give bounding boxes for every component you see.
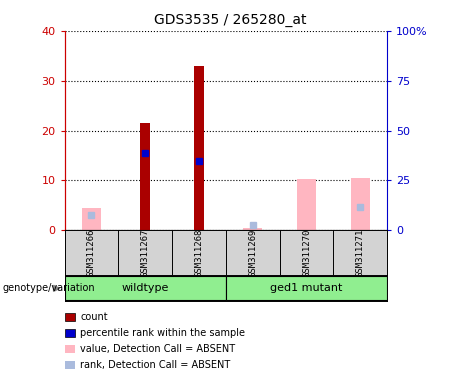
Text: ged1 mutant: ged1 mutant	[271, 283, 343, 293]
Text: value, Detection Call = ABSENT: value, Detection Call = ABSENT	[80, 344, 235, 354]
Text: rank, Detection Call = ABSENT: rank, Detection Call = ABSENT	[80, 360, 230, 370]
Bar	[194, 66, 204, 230]
Bar	[140, 123, 150, 230]
Text: GSM311271: GSM311271	[356, 228, 365, 276]
Text: GDS3535 / 265280_at: GDS3535 / 265280_at	[154, 13, 307, 27]
Bar	[243, 228, 262, 230]
Text: wildtype: wildtype	[122, 283, 169, 293]
Bar	[226, 276, 387, 300]
Bar	[65, 276, 226, 300]
Bar	[351, 178, 370, 230]
Bar	[82, 208, 101, 230]
Text: GSM311267: GSM311267	[141, 228, 150, 276]
Bar	[297, 179, 316, 230]
Text: GSM311270: GSM311270	[302, 228, 311, 276]
Text: count: count	[80, 312, 108, 322]
Text: GSM311266: GSM311266	[87, 228, 96, 276]
Text: GSM311269: GSM311269	[248, 228, 257, 276]
Text: percentile rank within the sample: percentile rank within the sample	[80, 328, 245, 338]
Text: GSM311268: GSM311268	[195, 228, 203, 276]
Text: genotype/variation: genotype/variation	[2, 283, 95, 293]
